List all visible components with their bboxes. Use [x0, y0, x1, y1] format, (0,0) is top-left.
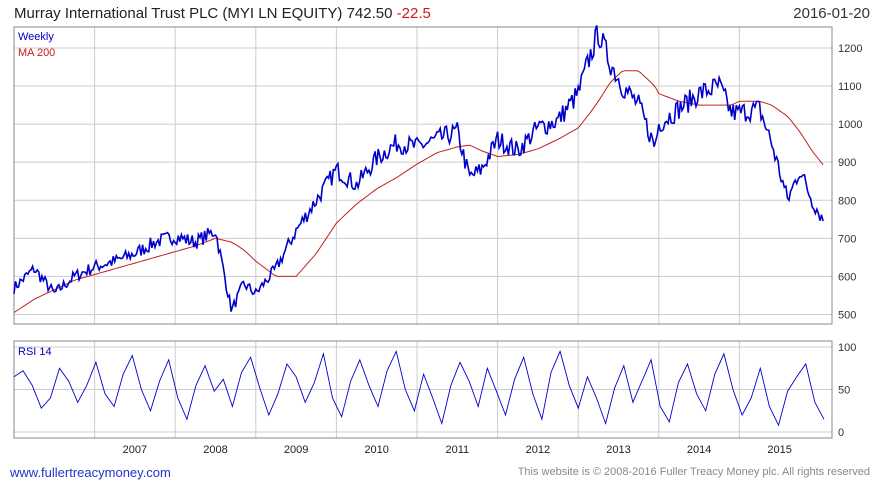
rsi-panel-frame [13, 340, 833, 439]
site-link[interactable]: www.fullertreacymoney.com [10, 465, 171, 480]
year-label: 2012 [526, 444, 550, 456]
price-series [13, 25, 824, 312]
year-label: 2008 [203, 444, 227, 456]
price-panel-frame [13, 26, 833, 325]
x-axis: 2007 2008 2009 2010 2011 2012 2013 2014 2015 [123, 444, 792, 456]
rsi-line [13, 349, 825, 427]
chart-title-text: Murray International Trust PLC (MYI LN E… [14, 5, 393, 22]
rsi-tick-label: 50 [838, 385, 850, 397]
price-tick-label: 900 [838, 157, 856, 169]
price-tick-label: 800 [838, 195, 856, 207]
year-label: 2007 [123, 444, 147, 456]
price-tick-label: 700 [838, 233, 856, 245]
rsi-tick-label: 0 [838, 427, 844, 439]
copyright-text: This website is © 2008-2016 Fuller Treac… [517, 466, 870, 478]
price-tick-label: 1100 [838, 81, 862, 93]
year-label: 2011 [445, 444, 469, 456]
price-tick-label: 500 [838, 309, 856, 321]
price-tick-label: 1000 [838, 119, 862, 131]
price-axis: 500 600 700 800 900 1000 1100 1200 [838, 43, 862, 322]
rsi-axis: 0 50 100 [838, 342, 856, 439]
legend-weekly: Weekly [18, 31, 54, 43]
year-label: 2013 [606, 444, 630, 456]
price-tick-label: 600 [838, 271, 856, 283]
legend-rsi14: RSI 14 [18, 346, 52, 358]
price-tick-label: 1200 [838, 43, 862, 55]
weekly-price-line [13, 25, 824, 312]
price-change: -22.5 [396, 5, 431, 22]
rsi-tick-label: 100 [838, 342, 856, 354]
rsi-series [13, 349, 825, 427]
year-label: 2010 [364, 444, 388, 456]
chart-title: Murray International Trust PLC (MYI LN E… [14, 5, 431, 22]
year-label: 2015 [767, 444, 791, 456]
chart-date: 2016-01-20 [793, 5, 870, 22]
year-label: 2009 [284, 444, 308, 456]
legend-ma200: MA 200 [18, 47, 55, 59]
year-label: 2014 [687, 444, 711, 456]
